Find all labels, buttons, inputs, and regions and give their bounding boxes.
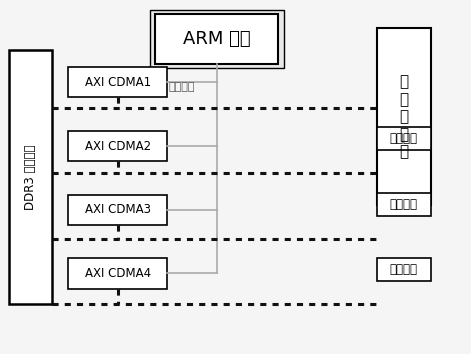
Text: 协存储器: 协存储器 — [390, 132, 418, 145]
Text: 协存储器: 协存储器 — [390, 198, 418, 211]
Text: ARM 芯片: ARM 芯片 — [183, 30, 251, 48]
FancyBboxPatch shape — [68, 67, 167, 97]
Text: AXI CDMA4: AXI CDMA4 — [85, 267, 151, 280]
FancyBboxPatch shape — [155, 14, 278, 64]
FancyBboxPatch shape — [68, 131, 167, 161]
FancyBboxPatch shape — [377, 193, 431, 216]
Text: 控制总线: 控制总线 — [168, 82, 195, 92]
FancyBboxPatch shape — [377, 127, 431, 150]
FancyBboxPatch shape — [68, 195, 167, 225]
FancyBboxPatch shape — [377, 258, 431, 281]
Text: AXI CDMA2: AXI CDMA2 — [85, 139, 151, 153]
FancyBboxPatch shape — [68, 258, 167, 289]
FancyBboxPatch shape — [9, 50, 52, 304]
FancyBboxPatch shape — [377, 28, 431, 205]
Text: DDR3 外存储器: DDR3 外存储器 — [24, 144, 37, 210]
Text: 数
据
存
储
器: 数 据 存 储 器 — [399, 75, 408, 159]
Text: 协存储器: 协存储器 — [390, 263, 418, 276]
Text: AXI CDMA1: AXI CDMA1 — [85, 76, 151, 89]
FancyBboxPatch shape — [150, 10, 284, 68]
Text: AXI CDMA3: AXI CDMA3 — [85, 203, 151, 216]
